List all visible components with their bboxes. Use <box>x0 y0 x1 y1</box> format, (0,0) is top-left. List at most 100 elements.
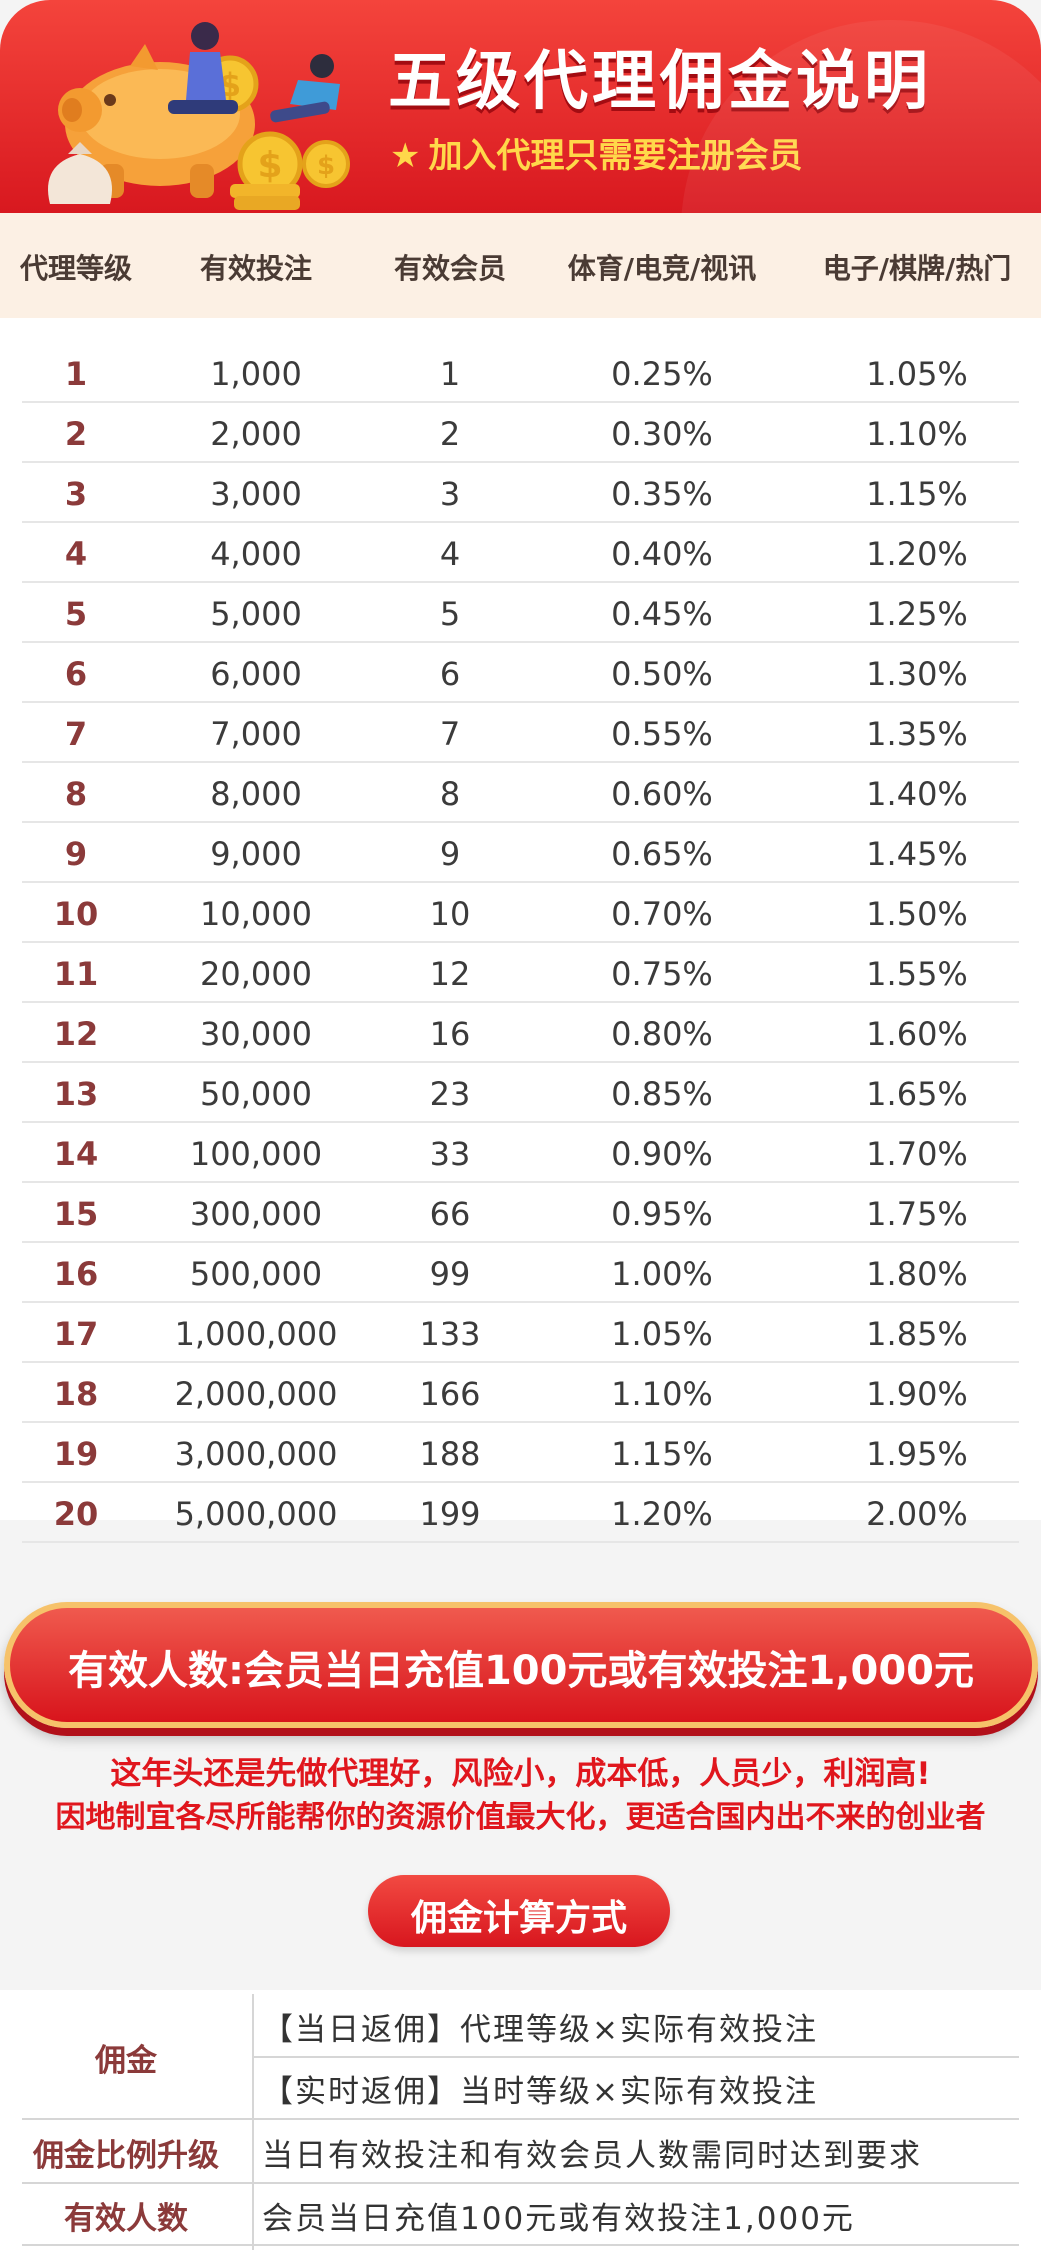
table-row: 15 300,000 66 0.95% 1.75% <box>22 1183 1019 1243</box>
cell-games-rate: 1.75% <box>866 1195 968 1233</box>
valid-member-banner: 有效人数:会员当日充值100元或有效投注1,000元 <box>4 1602 1038 1728</box>
cell-level: 15 <box>53 1195 99 1233</box>
table-row: 19 3,000,000 188 1.15% 1.95% <box>22 1423 1019 1483</box>
table-row: 13 50,000 23 0.85% 1.65% <box>22 1063 1019 1123</box>
cell-games-rate: 1.10% <box>866 415 968 453</box>
cell-level: 9 <box>64 835 88 873</box>
cell-members: 8 <box>439 775 461 813</box>
cell-level: 16 <box>53 1255 99 1293</box>
cell-games-rate: 1.40% <box>866 775 968 813</box>
table-row: 5 5,000 5 0.45% 1.25% <box>22 583 1019 643</box>
cell-members: 199 <box>419 1495 481 1533</box>
cell-bet: 7,000 <box>210 715 302 753</box>
commission-table: 代理等级 有效投注 有效会员 体育/电竞/视讯 电子/棋牌/热门 1 1,000 1… <box>0 213 1041 1543</box>
cell-sports-rate: 0.35% <box>611 475 713 513</box>
valid-members-label: 有效人数 <box>64 2201 188 2237</box>
cell-sports-rate: 0.40% <box>611 535 713 573</box>
method-divider <box>22 2182 1019 2184</box>
table-row: 4 4,000 4 0.40% 1.20% <box>22 523 1019 583</box>
cell-level: 11 <box>53 955 99 993</box>
cell-games-rate: 1.15% <box>866 475 968 513</box>
cell-level: 12 <box>53 1015 99 1053</box>
table-row: 7 7,000 7 0.55% 1.35% <box>22 703 1019 763</box>
cell-members: 66 <box>429 1195 471 1233</box>
cell-bet: 3,000 <box>210 475 302 513</box>
cell-sports-rate: 0.45% <box>611 595 713 633</box>
cell-level: 18 <box>53 1375 99 1413</box>
cell-bet: 50,000 <box>200 1075 312 1113</box>
cell-games-rate: 1.80% <box>866 1255 968 1293</box>
table-row: 1 1,000 1 0.25% 1.05% <box>22 343 1019 403</box>
method-divider <box>252 2056 1019 2058</box>
cell-sports-rate: 1.10% <box>611 1375 713 1413</box>
cell-members: 2 <box>439 415 461 453</box>
table-row: 8 8,000 8 0.60% 1.40% <box>22 763 1019 823</box>
cell-sports-rate: 1.05% <box>611 1315 713 1353</box>
cell-games-rate: 1.55% <box>866 955 968 993</box>
table-row: 3 3,000 3 0.35% 1.15% <box>22 463 1019 523</box>
cell-members: 133 <box>419 1315 481 1353</box>
valid-member-banner-text: 有效人数:会员当日充值100元或有效投注1,000元 <box>67 1648 974 1694</box>
cell-level: 5 <box>64 595 88 633</box>
cell-games-rate: 1.20% <box>866 535 968 573</box>
cell-bet: 3,000,000 <box>174 1435 338 1473</box>
slogan-line-2: 因地制宜各尽所能帮你的资源价值最大化，更适合国内出不来的创业者 <box>55 1800 986 1835</box>
cell-games-rate: 1.35% <box>866 715 968 753</box>
cell-level: 2 <box>64 415 88 453</box>
table-row: 6 6,000 6 0.50% 1.30% <box>22 643 1019 703</box>
cell-members: 1 <box>439 355 461 393</box>
cell-members: 188 <box>419 1435 481 1473</box>
column-header-level: 代理等级 <box>19 252 133 285</box>
cell-games-rate: 1.85% <box>866 1315 968 1353</box>
page-title: 五级代理佣金说明 <box>388 45 932 119</box>
cell-level: 4 <box>64 535 88 573</box>
cell-members: 10 <box>429 895 471 933</box>
column-header-members: 有效会员 <box>393 252 507 285</box>
cell-games-rate: 1.05% <box>866 355 968 393</box>
cell-sports-rate: 0.70% <box>611 895 713 933</box>
page-subtitle: ★ 加入代理只需要注册会员 <box>390 128 802 177</box>
table-header: 代理等级 有效投注 有效会员 体育/电竞/视讯 电子/棋牌/热门 <box>0 213 1041 318</box>
cell-games-rate: 1.50% <box>866 895 968 933</box>
column-header-sports: 体育/电竞/视讯 <box>567 252 757 285</box>
cell-bet: 9,000 <box>210 835 302 873</box>
table-row: 17 1,000,000 133 1.05% 1.85% <box>22 1303 1019 1363</box>
cell-members: 23 <box>429 1075 471 1113</box>
cell-bet: 5,000,000 <box>174 1495 338 1533</box>
cell-members: 99 <box>429 1255 471 1293</box>
cell-members: 7 <box>439 715 461 753</box>
cell-bet: 2,000 <box>210 415 302 453</box>
cell-sports-rate: 0.90% <box>611 1135 713 1173</box>
cell-sports-rate: 0.75% <box>611 955 713 993</box>
cell-level: 7 <box>64 715 88 753</box>
table-row: 9 9,000 9 0.65% 1.45% <box>22 823 1019 883</box>
table-body: 1 1,000 1 0.25% 1.05% 2 2,000 2 0.30% 1.10% 3 3,000… <box>0 343 1041 1543</box>
cell-sports-rate: 0.95% <box>611 1195 713 1233</box>
cell-games-rate: 1.95% <box>866 1435 968 1473</box>
cell-bet: 300,000 <box>189 1195 323 1233</box>
valid-members-text: 会员当日充值100元或有效投注1,000元 <box>262 2201 855 2237</box>
cell-games-rate: 1.45% <box>866 835 968 873</box>
cell-members: 4 <box>439 535 461 573</box>
cell-level: 8 <box>64 775 88 813</box>
cell-level: 19 <box>53 1435 99 1473</box>
cell-sports-rate: 0.55% <box>611 715 713 753</box>
table-row: 10 10,000 10 0.70% 1.50% <box>22 883 1019 943</box>
cell-bet: 8,000 <box>210 775 302 813</box>
cell-games-rate: 1.25% <box>866 595 968 633</box>
commission-method-label: 佣金计算方式 <box>410 1898 627 1939</box>
cell-members: 9 <box>439 835 461 873</box>
method-divider-vertical <box>252 1994 254 2250</box>
cell-members: 5 <box>439 595 461 633</box>
cell-sports-rate: 1.00% <box>611 1255 713 1293</box>
commission-method-button[interactable]: 佣金计算方式 <box>368 1875 670 1947</box>
cell-bet: 100,000 <box>189 1135 323 1173</box>
cell-level: 17 <box>53 1315 99 1353</box>
cell-games-rate: 2.00% <box>866 1495 968 1533</box>
slogan-line-1: 这年头还是先做代理好，风险小，成本低，人员少，利润高! <box>110 1756 931 1792</box>
cell-bet: 2,000,000 <box>174 1375 338 1413</box>
method-divider <box>22 2244 1019 2246</box>
table-row: 20 5,000,000 199 1.20% 2.00% <box>22 1483 1019 1543</box>
upgrade-text: 当日有效投注和有效会员人数需同时达到要求 <box>262 2138 922 2174</box>
column-header-games: 电子/棋牌/热门 <box>822 252 1012 285</box>
